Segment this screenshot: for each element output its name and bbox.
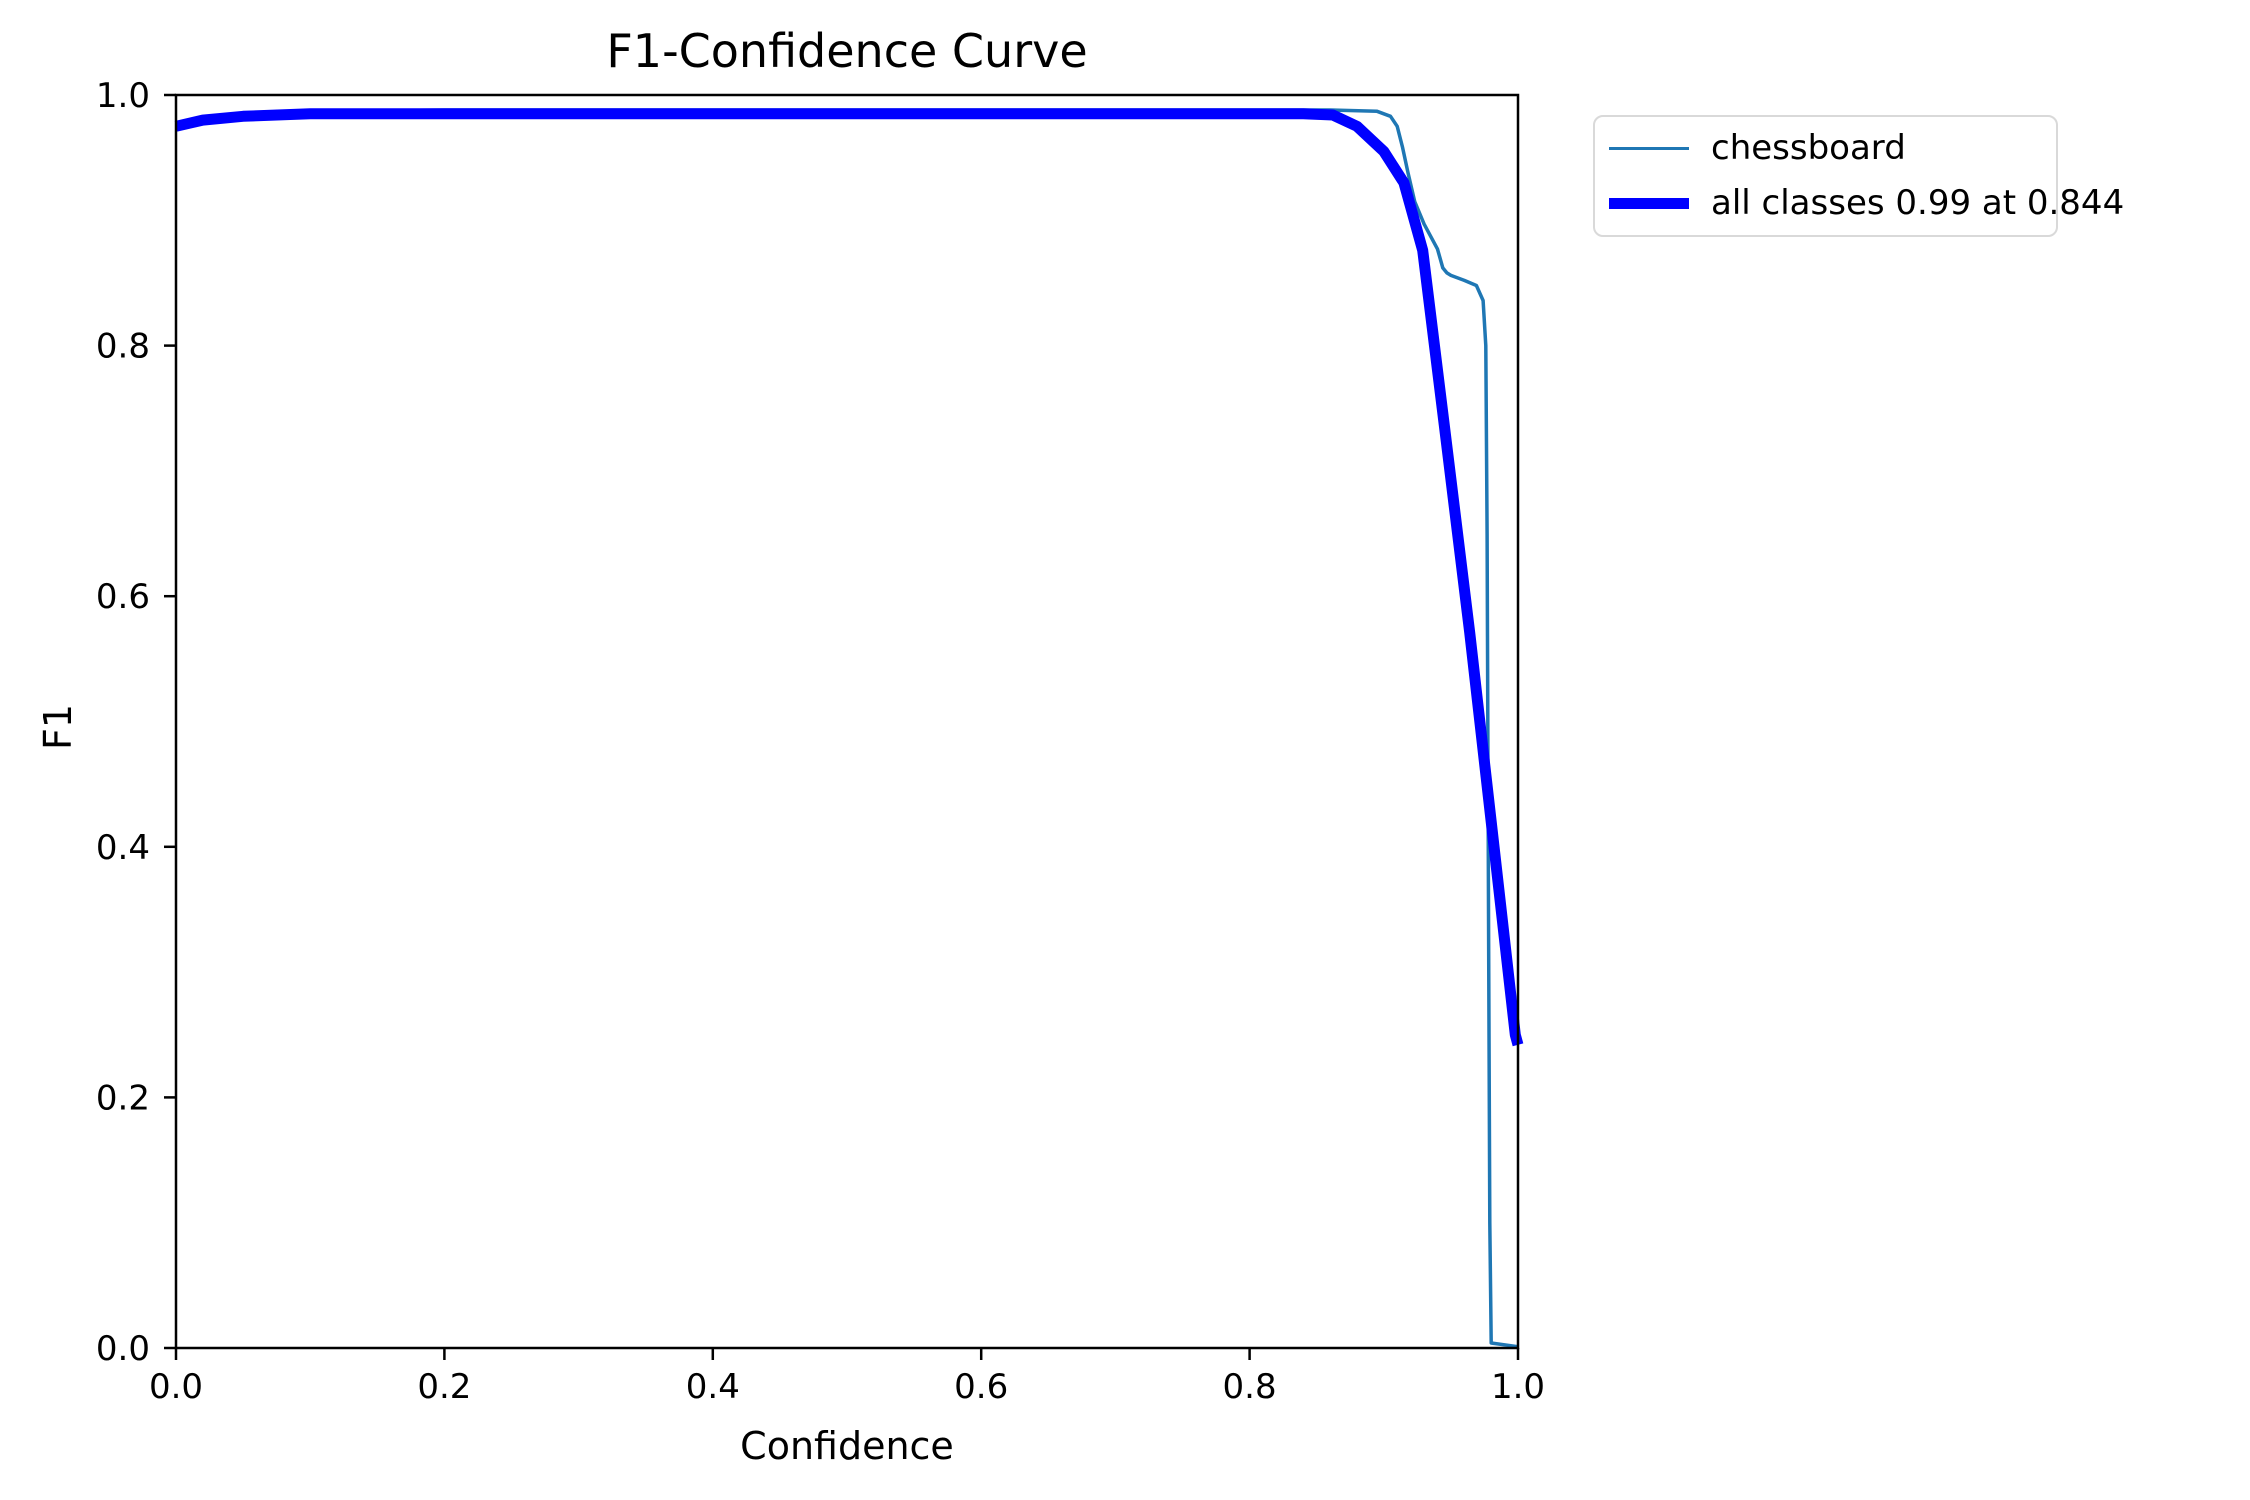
legend-label-chessboard: chessboard [1711,128,1906,169]
chart-title: F1-Confidence Curve [606,24,1088,78]
y-tick-label: 0.6 [96,577,150,617]
series-line-all-all-classes [174,108,1524,1047]
x-tick-label: 0.2 [417,1367,471,1407]
legend-entry-all-classes: all classes 0.99 at 0.844 [1609,183,2124,224]
all-classes-line-swatch [1609,197,1689,209]
y-tick-label: 0.8 [96,327,150,367]
x-axis-label: Confidence [740,1424,954,1468]
legend-entry-chessboard: chessboard [1609,128,2056,169]
y-tick-label: 1.0 [96,76,150,116]
legend-swatch-box [1609,197,1689,209]
axes-frame [174,93,1520,1350]
y-tick-label: 0.4 [96,828,150,868]
y-axis-label: F1 [36,703,80,751]
x-tick-label: 0.6 [954,1367,1008,1407]
x-tick-label: 1.0 [1491,1367,1545,1407]
legend-box: chessboard all classes 0.99 at 0.844 [1593,115,2124,237]
legend-label-all-classes: all classes 0.99 at 0.844 [1711,183,2125,223]
x-tick-label: 0.4 [686,1367,740,1407]
x-tick-label: 0.0 [149,1367,203,1407]
series-line-chessboard [175,108,1519,1349]
y-tick-label: 0.2 [96,1078,150,1118]
legend-swatch-box [1609,146,1689,151]
y-tick-label: 0.0 [96,1329,150,1369]
x-tick-label: 0.8 [1223,1367,1277,1407]
chessboard-line-swatch [1609,146,1689,151]
